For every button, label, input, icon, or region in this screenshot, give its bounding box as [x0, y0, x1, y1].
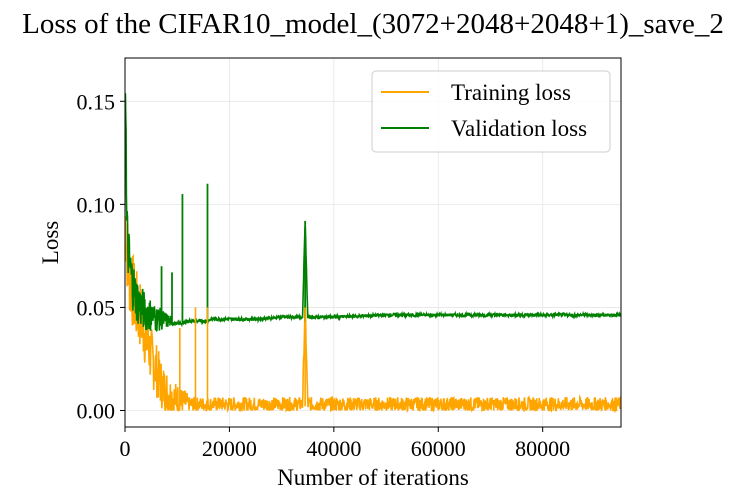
legend-label: Training loss	[451, 80, 571, 105]
legend-box	[371, 70, 611, 153]
y-tick-label: 0.00	[77, 399, 116, 424]
y-tick-label: 0.05	[77, 295, 116, 320]
x-axis: 0 20000 40000 60000 80000	[120, 427, 570, 461]
legend: Training loss Validation loss	[371, 70, 611, 153]
y-axis-label: Loss	[38, 221, 63, 265]
x-axis-label: Number of iterations	[277, 465, 469, 490]
chart-title: Loss of the CIFAR10_model_(3072+2048+204…	[22, 8, 724, 40]
x-tick-label: 60000	[411, 436, 466, 461]
spike-layer	[160, 183, 307, 407]
legend-label: Validation loss	[451, 116, 587, 141]
x-tick-label: 80000	[515, 436, 570, 461]
plot-area	[124, 57, 622, 428]
x-tick-label: 40000	[306, 436, 361, 461]
y-tick-label: 0.15	[77, 89, 116, 114]
x-tick-label: 0	[120, 436, 131, 461]
y-tick-label: 0.10	[77, 192, 116, 217]
x-tick-label: 20000	[202, 436, 257, 461]
y-axis: 0.00 0.05 0.10 0.15	[77, 89, 125, 424]
